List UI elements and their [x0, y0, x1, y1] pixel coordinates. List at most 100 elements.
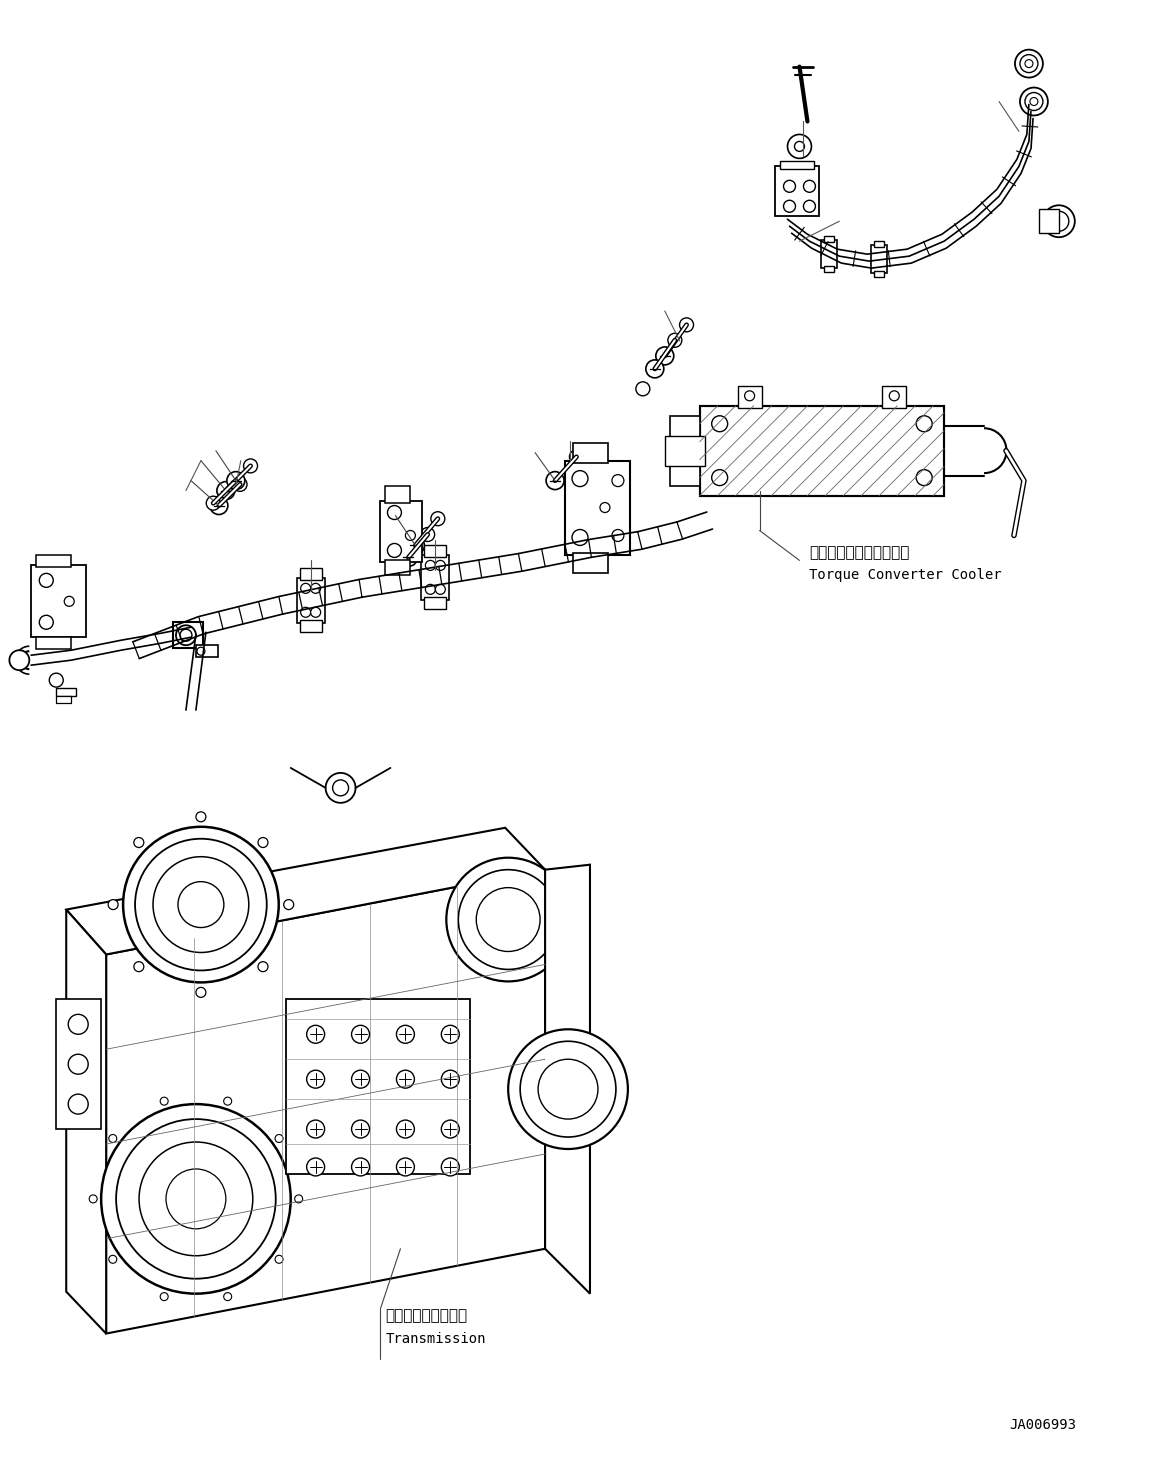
Circle shape: [430, 512, 444, 526]
Bar: [286, 1000, 470, 1174]
Bar: [424, 546, 447, 558]
Polygon shape: [66, 828, 545, 954]
Circle shape: [333, 780, 349, 796]
Circle shape: [154, 857, 249, 953]
Bar: [195, 646, 217, 658]
Circle shape: [399, 549, 418, 567]
Bar: [56, 1000, 101, 1129]
Polygon shape: [545, 865, 590, 1293]
Circle shape: [109, 1135, 116, 1142]
Polygon shape: [106, 869, 545, 1333]
Circle shape: [668, 333, 682, 348]
Circle shape: [406, 536, 424, 555]
Circle shape: [804, 200, 815, 213]
Circle shape: [387, 543, 401, 558]
Circle shape: [538, 1060, 598, 1119]
Circle shape: [311, 583, 321, 593]
Circle shape: [195, 988, 206, 997]
Text: Transmission: Transmission: [385, 1331, 486, 1346]
Circle shape: [195, 812, 206, 822]
Circle shape: [258, 962, 267, 972]
Bar: [385, 486, 411, 502]
Circle shape: [40, 574, 53, 587]
Circle shape: [1020, 54, 1037, 72]
Circle shape: [426, 561, 435, 571]
Circle shape: [1043, 206, 1075, 238]
Circle shape: [784, 181, 795, 192]
Circle shape: [508, 1029, 628, 1149]
Circle shape: [520, 1041, 616, 1138]
Bar: [56, 688, 77, 696]
Circle shape: [1025, 60, 1033, 68]
Circle shape: [572, 471, 588, 486]
Circle shape: [134, 838, 144, 847]
Circle shape: [243, 459, 257, 473]
Bar: [300, 621, 322, 633]
Bar: [421, 555, 449, 600]
Circle shape: [197, 647, 205, 655]
Circle shape: [612, 474, 623, 486]
Circle shape: [223, 1097, 231, 1105]
Text: Torque Converter Cooler: Torque Converter Cooler: [809, 568, 1003, 583]
Circle shape: [109, 1255, 116, 1264]
Text: JA006993: JA006993: [1009, 1418, 1076, 1433]
Circle shape: [744, 390, 755, 401]
Bar: [565, 461, 630, 555]
Bar: [779, 161, 814, 169]
Circle shape: [116, 1119, 276, 1279]
Circle shape: [406, 530, 415, 540]
Circle shape: [397, 1070, 414, 1088]
Circle shape: [804, 181, 815, 192]
Circle shape: [351, 1158, 370, 1176]
Circle shape: [180, 630, 192, 642]
Circle shape: [223, 1293, 231, 1301]
Circle shape: [178, 882, 223, 928]
Circle shape: [794, 141, 805, 151]
Bar: [380, 501, 422, 562]
Circle shape: [397, 1158, 414, 1176]
Circle shape: [656, 346, 673, 366]
Bar: [385, 561, 411, 575]
Circle shape: [679, 319, 693, 332]
Circle shape: [387, 505, 401, 520]
Circle shape: [435, 561, 445, 571]
Circle shape: [916, 415, 933, 432]
Bar: [871, 245, 887, 273]
Bar: [670, 415, 700, 486]
Bar: [875, 272, 884, 277]
Bar: [700, 405, 944, 496]
Circle shape: [301, 608, 311, 617]
Circle shape: [160, 1097, 169, 1105]
Circle shape: [570, 449, 584, 464]
Bar: [821, 241, 837, 269]
Circle shape: [9, 650, 29, 671]
Circle shape: [477, 888, 540, 951]
Circle shape: [301, 583, 311, 593]
Circle shape: [784, 200, 795, 213]
Circle shape: [351, 1070, 370, 1088]
Circle shape: [40, 615, 53, 630]
Circle shape: [916, 470, 933, 486]
Circle shape: [233, 477, 247, 492]
Circle shape: [49, 674, 63, 687]
Circle shape: [216, 482, 235, 499]
Bar: [1039, 210, 1058, 233]
Circle shape: [441, 1025, 459, 1044]
Bar: [883, 386, 906, 408]
Circle shape: [307, 1120, 324, 1138]
Circle shape: [69, 1054, 88, 1075]
Circle shape: [787, 135, 812, 159]
Circle shape: [435, 584, 445, 595]
Bar: [573, 443, 608, 462]
Circle shape: [294, 1195, 302, 1202]
Circle shape: [140, 1142, 252, 1255]
Circle shape: [276, 1255, 283, 1264]
Circle shape: [326, 774, 356, 803]
Circle shape: [1015, 50, 1043, 78]
Bar: [36, 555, 71, 568]
Bar: [825, 236, 834, 242]
Circle shape: [612, 530, 623, 542]
Circle shape: [69, 1094, 88, 1114]
Circle shape: [441, 1120, 459, 1138]
Circle shape: [307, 1158, 324, 1176]
